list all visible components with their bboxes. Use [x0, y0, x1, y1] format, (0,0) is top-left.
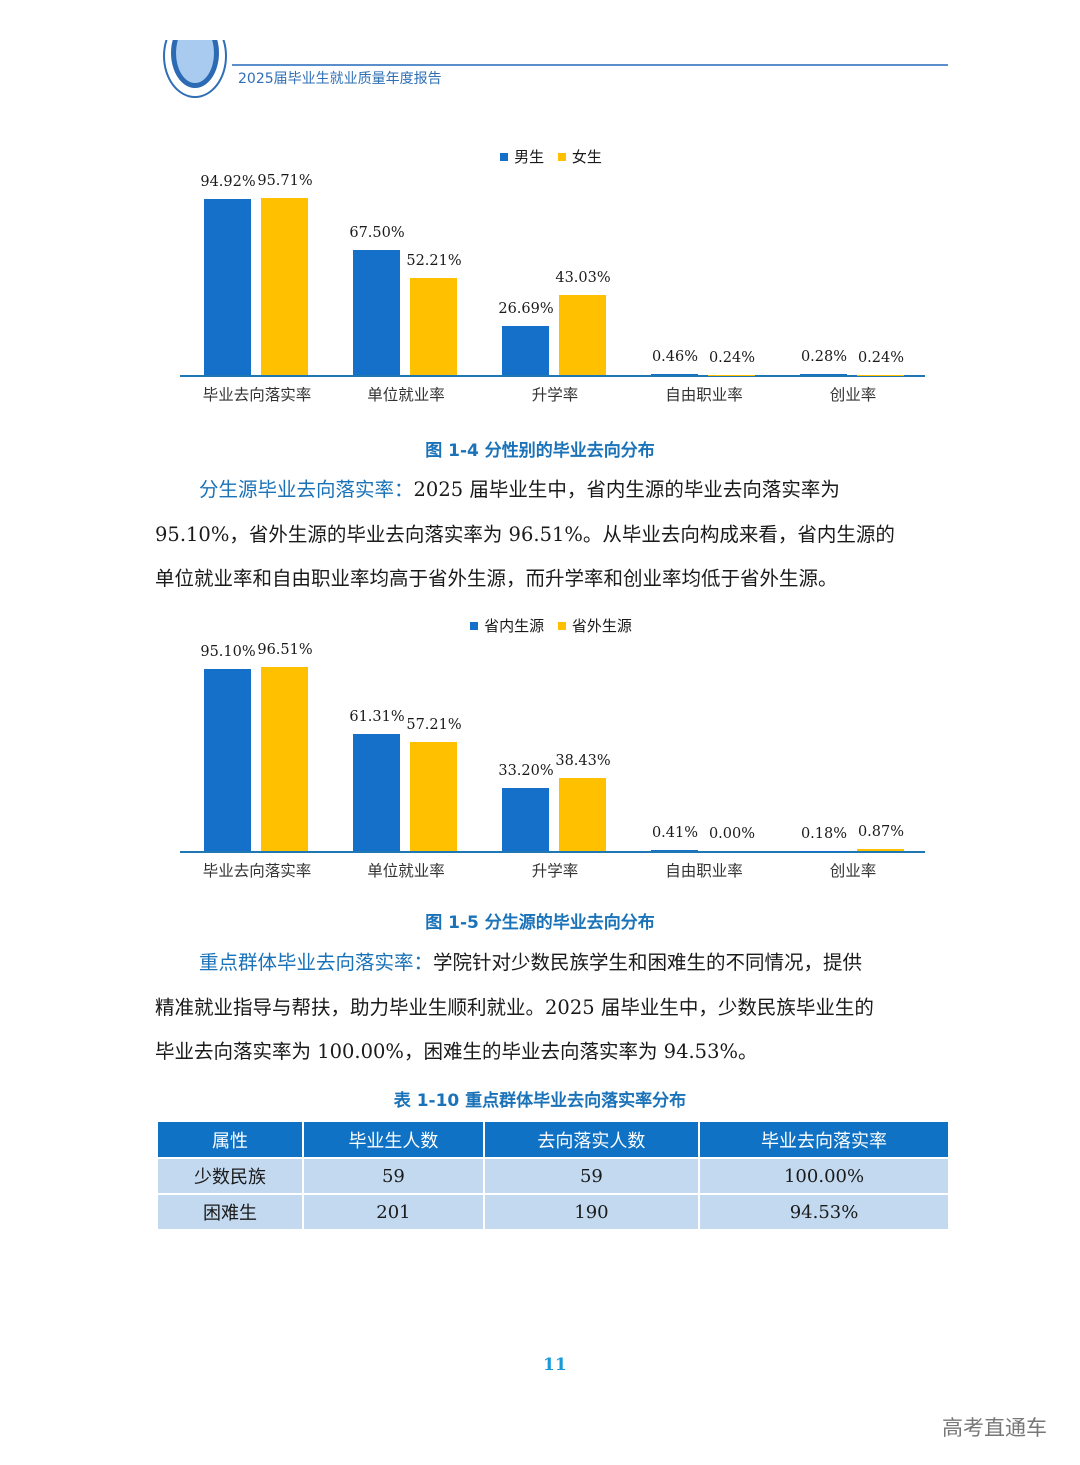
table-cell: 100.00% — [698, 1157, 950, 1195]
bar — [261, 197, 308, 375]
table-cell: 少数民族 — [155, 1157, 305, 1195]
column-header: 毕业去向落实率 — [698, 1120, 950, 1159]
gender-bar-chart: 男生 女生 94.92% 95.71% 毕业去向落实率 67.50% 52.21% 单位就… — [180, 146, 925, 416]
bar — [857, 849, 904, 851]
legend-label: 男生 — [514, 148, 545, 166]
table-caption: 表 1-10 重点群体毕业去向落实率分布 — [393, 1091, 687, 1111]
table-row: 少数民族 59 59 100.00% — [155, 1157, 950, 1195]
value-label: 95.71% — [257, 172, 313, 189]
category-label: 单位就业率 — [367, 862, 445, 880]
legend-label: 省外生源 — [571, 617, 632, 635]
value-label: 33.20% — [498, 762, 554, 779]
bar — [410, 741, 457, 851]
bar — [502, 325, 549, 375]
category-label: 升学率 — [531, 862, 579, 880]
bar — [502, 787, 549, 851]
legend-label: 省内生源 — [484, 617, 545, 635]
paragraph-source: 分生源毕业去向落实率：2025 届毕业生中，省内生源的毕业去向落实率为 95.1… — [155, 468, 955, 602]
value-label: 26.69% — [498, 300, 554, 317]
header-logo — [163, 40, 229, 100]
column-header: 去向落实人数 — [482, 1120, 701, 1159]
page-number: 11 — [543, 1355, 567, 1375]
table-cell: 190 — [482, 1193, 701, 1231]
value-label: 94.92% — [200, 174, 256, 191]
value-label: 52.21% — [406, 253, 462, 270]
value-label: 96.51% — [257, 641, 313, 658]
paragraph-key-groups: 重点群体毕业去向落实率：学院针对少数民族学生和困难生的不同情况，提供 精准就业指… — [155, 941, 955, 1075]
value-label: 67.50% — [349, 225, 405, 242]
figure-caption: 图 1-5 分生源的毕业去向分布 — [425, 913, 655, 933]
category-label: 毕业去向落实率 — [202, 862, 312, 880]
bar — [353, 733, 400, 851]
paragraph-lead: 重点群体毕业去向落实率： — [199, 951, 434, 974]
value-label: 0.24% — [708, 349, 756, 366]
bar — [559, 295, 606, 375]
header-title: 2025届毕业生就业质量年度报告 — [238, 71, 442, 87]
value-label: 0.28% — [800, 349, 848, 366]
category-label: 自由职业率 — [665, 862, 743, 880]
figure-caption: 图 1-4 分性别的毕业去向分布 — [425, 441, 655, 461]
value-label: 57.21% — [406, 716, 462, 733]
category-label: 创业率 — [829, 862, 877, 880]
bar — [800, 374, 847, 375]
key-groups-table: 属性 毕业生人数 去向落实人数 毕业去向落实率 少数民族 59 59 100.0… — [155, 1120, 950, 1231]
paragraph-text: 精准就业指导与帮扶，助力毕业生顺利就业。2025 届毕业生中，少数民族毕业生的 — [155, 995, 874, 1019]
table-cell: 59 — [302, 1157, 485, 1195]
bar — [204, 199, 251, 375]
table-row: 困难生 201 190 94.53% — [155, 1193, 950, 1231]
value-label: 0.41% — [651, 825, 699, 842]
bar — [410, 278, 457, 375]
value-label: 0.18% — [800, 825, 848, 842]
category-label: 升学率 — [531, 386, 579, 404]
bar — [261, 666, 308, 851]
value-label: 43.03% — [555, 270, 611, 287]
bar — [651, 850, 698, 851]
paragraph-text: 95.10%，省外生源的毕业去向落实率为 96.51%。从毕业去向构成来看，省内… — [155, 522, 895, 546]
chart-legend: 省内生源 省外生源 — [180, 615, 925, 636]
chart-legend: 男生 女生 — [180, 146, 925, 167]
x-axis — [180, 375, 925, 377]
value-label: 95.10% — [200, 644, 256, 661]
x-axis — [180, 851, 925, 853]
bar — [651, 374, 698, 375]
value-label: 0.24% — [857, 349, 905, 366]
value-label: 61.31% — [349, 708, 405, 725]
table-cell: 201 — [302, 1193, 485, 1231]
bar — [204, 669, 251, 851]
value-label: 0.46% — [651, 349, 699, 366]
paragraph-text: 单位就业率和自由职业率均高于省外生源，而升学率和创业率均低于省外生源。 — [155, 567, 838, 590]
table-cell: 59 — [482, 1157, 701, 1195]
value-label: 38.43% — [555, 752, 611, 769]
paragraph-lead: 分生源毕业去向落实率： — [199, 478, 414, 501]
paragraph-text: 毕业去向落实率为 100.00%，困难生的毕业去向落实率为 94.53%。 — [155, 1040, 758, 1063]
category-label: 毕业去向落实率 — [202, 386, 312, 404]
category-label: 单位就业率 — [367, 386, 445, 404]
bar — [559, 777, 606, 851]
legend-label: 女生 — [571, 148, 602, 166]
category-label: 自由职业率 — [665, 386, 743, 404]
watermark: 高考直通车 — [942, 1416, 1047, 1440]
paragraph-text: 2025 届毕业生中，省内生源的毕业去向落实率为 — [413, 478, 840, 501]
column-header: 毕业生人数 — [302, 1120, 485, 1159]
header-rule — [232, 64, 948, 66]
paragraph-text: 学院针对少数民族学生和困难生的不同情况，提供 — [433, 951, 863, 974]
bar — [353, 250, 400, 375]
source-bar-chart: 省内生源 省外生源 95.10% 96.51% 毕业去向落实率 61.31% 57.21… — [180, 615, 925, 890]
category-label: 创业率 — [829, 386, 877, 404]
table-cell: 困难生 — [155, 1193, 305, 1231]
table-cell: 94.53% — [698, 1193, 950, 1231]
value-label: 0.00% — [708, 826, 756, 842]
value-label: 0.87% — [857, 824, 905, 841]
column-header: 属性 — [155, 1120, 305, 1159]
